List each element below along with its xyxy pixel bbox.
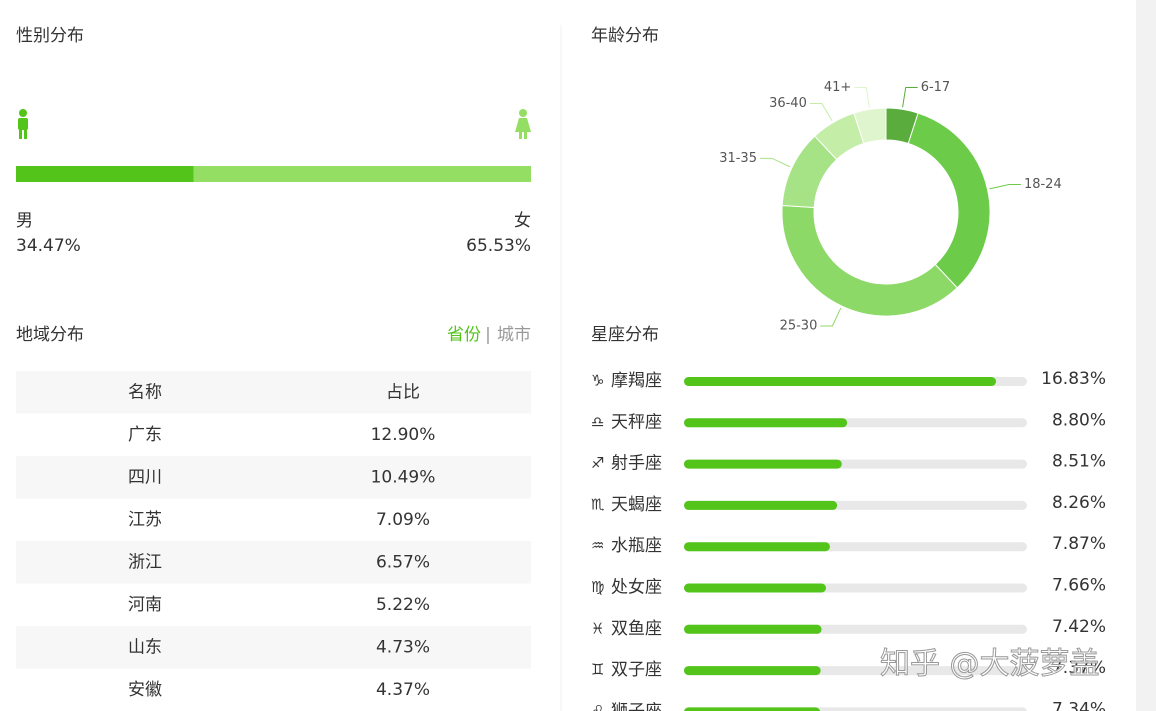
value-label: 8.80% (1052, 410, 1106, 430)
slice-label: 6-17 (921, 80, 951, 95)
table-cell: 7.09% (376, 510, 430, 530)
table-header: 名称 (128, 382, 162, 402)
category-label: 双鱼座 (611, 619, 662, 639)
table-cell: 广东 (128, 425, 162, 445)
value-label: 7.87% (1052, 534, 1106, 554)
table-cell: 江苏 (128, 510, 162, 530)
zodiac-icon: ♌ (591, 702, 604, 711)
zodiac-icon: ♐ (591, 454, 604, 472)
category-label: 水瓶座 (611, 536, 662, 556)
slice-label: 18-24 (1024, 177, 1062, 192)
slice-label: 36-40 (769, 96, 807, 111)
leader-line (759, 157, 791, 168)
leader-line (989, 184, 1021, 190)
chart-title: 星座分布 (591, 325, 659, 345)
value-label: 34.47% (16, 236, 81, 256)
bar (684, 707, 820, 711)
chart-title: 年龄分布 (591, 26, 659, 46)
table-cell: 10.49% (371, 467, 436, 487)
value-label: 65.53% (466, 236, 531, 256)
zodiac-icon: ♓ (591, 619, 604, 637)
value-label: 8.26% (1052, 493, 1106, 513)
bar (684, 666, 821, 676)
bar (684, 583, 827, 593)
tab[interactable]: 省份 (447, 325, 481, 345)
zodiac-icon: ♎ (591, 413, 604, 431)
leader-line (820, 307, 842, 327)
zodiac-icon: ♏ (591, 495, 605, 513)
slice-label: 25-30 (780, 319, 818, 334)
table-header: 占比 (386, 382, 420, 402)
donut-slice (781, 204, 958, 317)
table-cell: 12.90% (371, 425, 436, 445)
table-cell: 四川 (128, 467, 162, 487)
value-label: 16.83% (1041, 369, 1106, 389)
category-label: 摩羯座 (611, 371, 662, 391)
bar (684, 500, 838, 510)
legend-label: 女 (514, 211, 531, 231)
bar (684, 459, 842, 469)
value-label: 8.51% (1052, 452, 1106, 472)
bar-segment (16, 166, 194, 182)
leader-line (809, 103, 833, 122)
table-cell: 安徽 (128, 680, 162, 700)
category-label: 天秤座 (611, 412, 662, 432)
zodiac-icon: ♍ (591, 578, 604, 596)
category-label: 双子座 (611, 660, 662, 680)
tab-separator: | (485, 325, 491, 345)
category-label: 天蝎座 (611, 495, 662, 515)
chart-title: 性别分布 (16, 26, 84, 46)
bar-segment (193, 166, 531, 182)
legend-label: 男 (16, 211, 33, 231)
watermark: 知乎 @大菠萝盖 (880, 647, 1100, 682)
female-icon (515, 109, 531, 139)
category-label: 射手座 (611, 454, 662, 474)
table-header-bg (16, 371, 531, 414)
leader-line (902, 87, 918, 108)
zodiac-icon: ♊ (591, 661, 604, 679)
slice-label: 31-35 (719, 151, 757, 166)
table-row-bg (16, 456, 531, 499)
table-cell: 浙江 (128, 552, 162, 572)
zodiac-icon: ♑ (591, 372, 604, 390)
bar (684, 542, 830, 552)
value-label: 7.34% (1052, 699, 1106, 711)
leader-line (854, 87, 870, 108)
table-cell: 河南 (128, 595, 162, 615)
tab[interactable]: 城市 (497, 325, 531, 345)
value-label: 7.37% (1052, 658, 1106, 678)
category-label: 处女座 (611, 578, 662, 598)
value-label: 7.66% (1052, 576, 1106, 596)
table-cell: 4.73% (376, 637, 430, 657)
table-cell: 4.37% (376, 680, 430, 700)
male-icon (18, 109, 28, 139)
scrollbar (1136, 0, 1156, 711)
category-label: 狮子座 (611, 701, 662, 711)
table-row-bg (16, 541, 531, 584)
table-row-bg (16, 626, 531, 669)
donut-slice (907, 112, 991, 289)
value-label: 7.42% (1052, 617, 1106, 637)
zodiac-icon: ♒ (591, 537, 604, 555)
slice-label: 41+ (824, 80, 851, 95)
table-cell: 5.22% (376, 595, 430, 615)
bar (684, 624, 822, 634)
bar (684, 418, 848, 428)
section-title: 地域分布 (16, 325, 84, 345)
bar (684, 377, 997, 386)
table-cell: 6.57% (376, 552, 430, 572)
table-cell: 山东 (128, 637, 162, 657)
donut-slice (853, 107, 887, 145)
